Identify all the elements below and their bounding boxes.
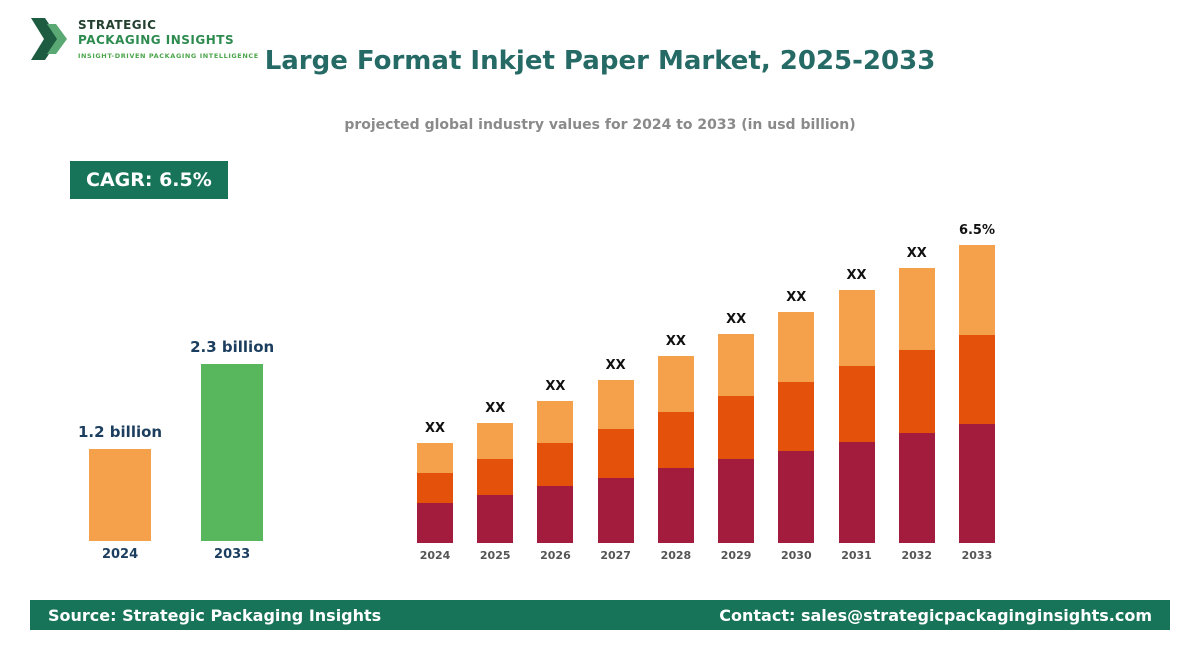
stacked-bar-2033 bbox=[958, 245, 995, 543]
segment-middle bbox=[778, 382, 815, 451]
mini-year-label: 2024 bbox=[101, 547, 139, 562]
bar-column-2032: XX 2032 bbox=[897, 246, 937, 562]
year-label: 2027 bbox=[600, 549, 631, 562]
segment-middle bbox=[958, 335, 995, 424]
segment-bottom bbox=[958, 424, 995, 543]
segment-top bbox=[838, 290, 875, 366]
segment-top bbox=[958, 245, 995, 335]
year-label: 2024 bbox=[419, 549, 451, 562]
segment-top bbox=[898, 268, 935, 350]
logo-tagline: INSIGHT-DRIVEN PACKAGING INTELLIGENCE bbox=[78, 52, 259, 60]
segment-top bbox=[778, 312, 815, 382]
segment-middle bbox=[718, 396, 755, 459]
bar-value-label: XX bbox=[786, 290, 807, 305]
segment-bottom bbox=[657, 468, 694, 543]
footer-source: Source: Strategic Packaging Insights bbox=[48, 605, 382, 625]
stacked-bar-2027 bbox=[597, 380, 634, 543]
stacked-bar-2031 bbox=[838, 290, 875, 543]
bar-value-label: XX bbox=[605, 358, 626, 373]
segment-middle bbox=[417, 473, 453, 503]
bar-value-label: XX bbox=[665, 334, 686, 349]
stacked-bar-2029 bbox=[718, 334, 755, 543]
page-subtitle: projected global industry values for 202… bbox=[344, 117, 856, 133]
segment-top bbox=[657, 356, 694, 412]
segment-middle bbox=[537, 443, 574, 486]
stacked-bar-2032 bbox=[898, 268, 935, 543]
year-label: 2026 bbox=[540, 549, 571, 562]
bar-value-label: XX bbox=[726, 312, 747, 327]
segment-middle bbox=[898, 350, 935, 433]
mini-bar-value-label: 1.2 billion bbox=[78, 423, 163, 441]
page-title: Large Format Inkjet Paper Market, 2025-2… bbox=[264, 46, 936, 76]
segment-middle bbox=[838, 366, 875, 442]
year-label: 2032 bbox=[901, 549, 933, 562]
segment-top bbox=[537, 401, 574, 443]
stacked-bar-2026 bbox=[537, 401, 574, 543]
bar-value-label: 6.5% bbox=[958, 223, 995, 238]
segment-middle bbox=[477, 459, 514, 495]
bar-column-2026: XX 2026 bbox=[535, 379, 575, 562]
stacked-bar-2028 bbox=[657, 356, 694, 543]
stacked-bar-2024 bbox=[417, 443, 453, 543]
year-label: 2029 bbox=[720, 549, 752, 562]
bar-column-2033: 6.5% 2033 bbox=[957, 223, 997, 562]
stacked-bar-2025 bbox=[477, 423, 514, 543]
segment-bottom bbox=[718, 459, 755, 543]
logo-chevron-icon bbox=[31, 18, 67, 60]
segment-bottom bbox=[898, 433, 935, 543]
mini-bar-column-2033: 2.3 billion 2033 bbox=[190, 338, 274, 562]
bar-value-label: XX bbox=[485, 401, 506, 416]
mini-bar-column-2024: 1.2 billion 2024 bbox=[78, 423, 162, 562]
mini-year-label: 2033 bbox=[214, 547, 251, 562]
bar-value-label: XX bbox=[545, 379, 566, 394]
segment-bottom bbox=[477, 495, 514, 543]
segment-top bbox=[597, 380, 634, 429]
mini-bar-2024 bbox=[89, 449, 152, 541]
segment-bottom bbox=[838, 442, 875, 543]
stacked-bar-2030 bbox=[778, 312, 815, 543]
cagr-badge: CAGR: 6.5% bbox=[70, 161, 228, 199]
bar-value-label: XX bbox=[424, 421, 446, 436]
segment-top bbox=[477, 423, 514, 459]
bar-value-label: XX bbox=[846, 268, 867, 283]
segment-top bbox=[417, 443, 453, 473]
year-label: 2031 bbox=[841, 549, 872, 562]
bar-column-2024: XX 2024 bbox=[415, 421, 455, 562]
bar-column-2025: XX 2025 bbox=[475, 401, 515, 562]
year-label: 2025 bbox=[479, 549, 511, 562]
year-label: 2028 bbox=[660, 549, 692, 562]
bar-column-2027: XX 2027 bbox=[596, 358, 636, 562]
footer-bar: Source: Strategic Packaging Insights Con… bbox=[30, 600, 1170, 630]
segment-bottom bbox=[778, 451, 815, 543]
year-label: 2033 bbox=[961, 549, 993, 562]
bar-column-2031: XX 2031 bbox=[837, 268, 877, 562]
footer-contact: Contact: sales@strategicpackaginginsight… bbox=[719, 605, 1152, 625]
segment-middle bbox=[597, 429, 634, 478]
logo-line2: PACKAGING INSIGHTS bbox=[78, 33, 235, 47]
bar-column-2029: XX 2029 bbox=[716, 312, 756, 562]
logo-line1: STRATEGIC bbox=[78, 18, 157, 32]
mini-bar-value-label: 2.3 billion bbox=[190, 338, 275, 356]
segment-middle bbox=[657, 412, 694, 468]
segment-bottom bbox=[597, 478, 634, 543]
stacked-bar-chart: XX 2024 XX 2025 XX 2026 XX 2027 XX 2028 XX 2029 XX 20… bbox=[415, 223, 997, 562]
segment-bottom bbox=[417, 503, 453, 543]
growth-comparison-chart: 1.2 billion 2024 2.3 billion 2033 bbox=[78, 338, 274, 562]
segment-bottom bbox=[537, 486, 574, 543]
year-label: 2030 bbox=[781, 549, 812, 562]
bar-value-label: XX bbox=[906, 246, 927, 261]
logo: STRATEGIC PACKAGING INSIGHTS INSIGHT-DRI… bbox=[30, 16, 259, 62]
mini-bar-2033 bbox=[201, 364, 264, 541]
segment-top bbox=[718, 334, 755, 396]
bar-column-2028: XX 2028 bbox=[656, 334, 696, 562]
logo-text: STRATEGIC PACKAGING INSIGHTS INSIGHT-DRI… bbox=[78, 18, 259, 60]
bar-column-2030: XX 2030 bbox=[776, 290, 816, 562]
